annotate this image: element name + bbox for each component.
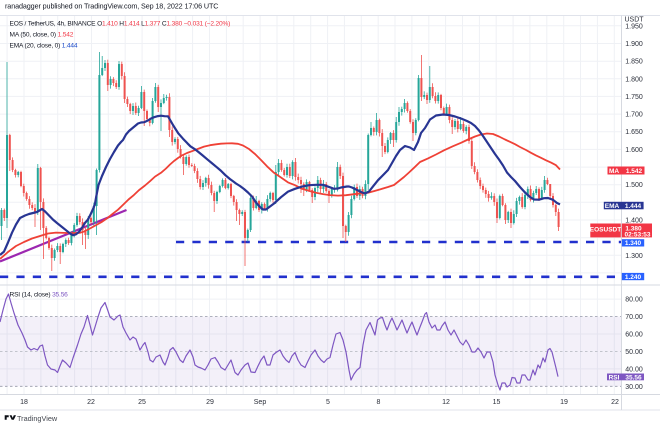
svg-text:19: 19 — [560, 399, 568, 406]
svg-text:40.00: 40.00 — [625, 366, 643, 373]
svg-text:RSI: RSI — [609, 374, 620, 381]
svg-text:1.900: 1.900 — [625, 41, 643, 48]
svg-text:15: 15 — [493, 399, 501, 406]
svg-text:80.00: 80.00 — [625, 297, 643, 304]
svg-text:1.600: 1.600 — [625, 147, 643, 154]
svg-text:1.542: 1.542 — [626, 168, 643, 175]
svg-text:22: 22 — [611, 399, 619, 406]
svg-text:8: 8 — [377, 399, 381, 406]
svg-text:1.850: 1.850 — [625, 59, 643, 66]
svg-text:12: 12 — [442, 399, 450, 406]
svg-text:MA: MA — [609, 168, 619, 175]
svg-text:1.444: 1.444 — [625, 203, 642, 210]
svg-text:29: 29 — [206, 399, 214, 406]
svg-text:35.56: 35.56 — [625, 374, 642, 381]
svg-text:ranadagger published on Tradin: ranadagger published on TradingView.com,… — [5, 2, 218, 11]
svg-text:1.240: 1.240 — [625, 274, 642, 281]
svg-text:1.750: 1.750 — [625, 94, 643, 101]
svg-text:1.800: 1.800 — [625, 76, 643, 83]
svg-text:1.380: 1.380 — [625, 226, 642, 233]
svg-text:1.950: 1.950 — [625, 23, 643, 30]
svg-text:MA (50, close, 0) 1.542: MA (50, close, 0) 1.542 — [10, 32, 74, 39]
svg-text:60.00: 60.00 — [625, 332, 643, 339]
svg-text:5: 5 — [326, 399, 330, 406]
svg-text:30.00: 30.00 — [625, 384, 643, 391]
svg-text:1.340: 1.340 — [625, 240, 642, 247]
svg-text:50.00: 50.00 — [625, 349, 643, 356]
svg-text:USDT: USDT — [624, 16, 644, 23]
svg-text:1.300: 1.300 — [625, 253, 643, 260]
svg-text:1.650: 1.650 — [625, 129, 643, 136]
svg-text:EMA: EMA — [605, 203, 620, 210]
svg-text:02:53:53: 02:53:53 — [624, 232, 650, 239]
svg-text:1.500: 1.500 — [625, 182, 643, 189]
svg-text:TradingView: TradingView — [17, 414, 58, 423]
svg-text:RSI (14, close) 35.56: RSI (14, close) 35.56 — [10, 292, 69, 299]
svg-text:70.00: 70.00 — [625, 314, 643, 321]
svg-text:22: 22 — [87, 399, 95, 406]
svg-text:1.700: 1.700 — [625, 112, 643, 119]
svg-text:Sep: Sep — [254, 399, 267, 406]
svg-text:25: 25 — [138, 399, 146, 406]
svg-text:18: 18 — [20, 399, 28, 406]
svg-text:EOS / TetherUS, 4h, BINANCE O: EOS / TetherUS, 4h, BINANCE O1.410 H1.41… — [10, 21, 231, 28]
svg-text:1.400: 1.400 — [625, 218, 643, 225]
svg-text:EOSUSDT: EOSUSDT — [590, 227, 621, 234]
svg-text:EMA (20, close, 0) 1.444: EMA (20, close, 0) 1.444 — [10, 43, 78, 50]
